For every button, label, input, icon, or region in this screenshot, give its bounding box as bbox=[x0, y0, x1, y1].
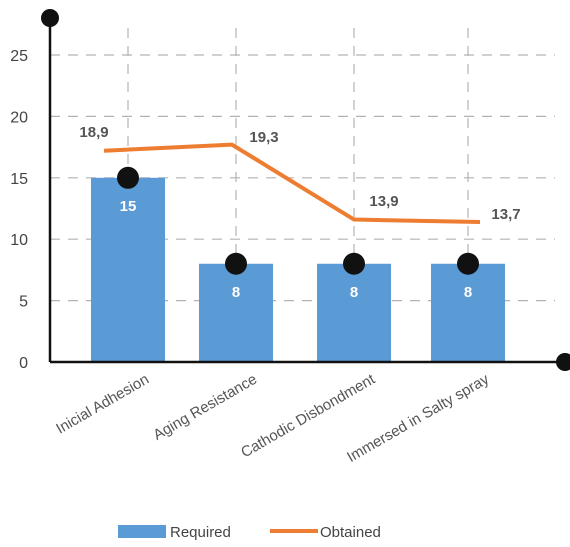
x-axis-end-dot bbox=[556, 353, 570, 371]
bar-top-marker-1 bbox=[225, 252, 247, 275]
required-bars bbox=[91, 177, 505, 362]
line-data-label-2: 13,9 bbox=[369, 193, 398, 210]
y-tick-label-10: 10 bbox=[10, 232, 28, 249]
y-tick-label-20: 20 bbox=[10, 109, 28, 126]
y-axis-end-dot bbox=[41, 9, 59, 27]
line-data-label-0: 18,9 bbox=[79, 124, 108, 141]
bar-required-0 bbox=[91, 177, 165, 362]
bar-data-label-3: 8 bbox=[464, 284, 472, 301]
category-label-0: Inicial Adhesion bbox=[53, 371, 152, 438]
bar-data-label-2: 8 bbox=[350, 284, 358, 301]
y-tick-label-0: 0 bbox=[19, 355, 28, 372]
legend-label-obtained: Obtained bbox=[320, 524, 381, 541]
axes bbox=[41, 9, 570, 371]
line-data-label-3: 13,7 bbox=[491, 206, 520, 223]
line-data-label-1: 19,3 bbox=[249, 129, 278, 146]
bar-required-1 bbox=[199, 263, 273, 362]
line-obtained bbox=[103, 142, 481, 225]
legend-label-required: Required bbox=[170, 524, 231, 541]
bar-top-markers bbox=[117, 166, 479, 275]
bar-required-2 bbox=[317, 263, 391, 362]
bar-data-label-1: 8 bbox=[232, 284, 240, 301]
bar-top-marker-2 bbox=[343, 252, 365, 275]
bar-data-label-0: 15 bbox=[120, 198, 137, 215]
y-tick-label-5: 5 bbox=[19, 294, 28, 311]
category-label-1: Aging Resistance bbox=[150, 371, 260, 444]
obtained-line-series bbox=[103, 142, 481, 225]
legend-swatch-required bbox=[118, 525, 166, 538]
bar-top-marker-0 bbox=[117, 166, 139, 189]
data-labels: 15 8 8 8 18,9 19,3 13,9 13,7 bbox=[79, 124, 520, 301]
y-tick-label-15: 15 bbox=[10, 171, 28, 188]
y-tick-label-25: 25 bbox=[10, 48, 28, 65]
bar-top-marker-3 bbox=[457, 252, 479, 275]
legend: Required Obtained bbox=[118, 524, 381, 541]
bar-required-3 bbox=[431, 263, 505, 362]
